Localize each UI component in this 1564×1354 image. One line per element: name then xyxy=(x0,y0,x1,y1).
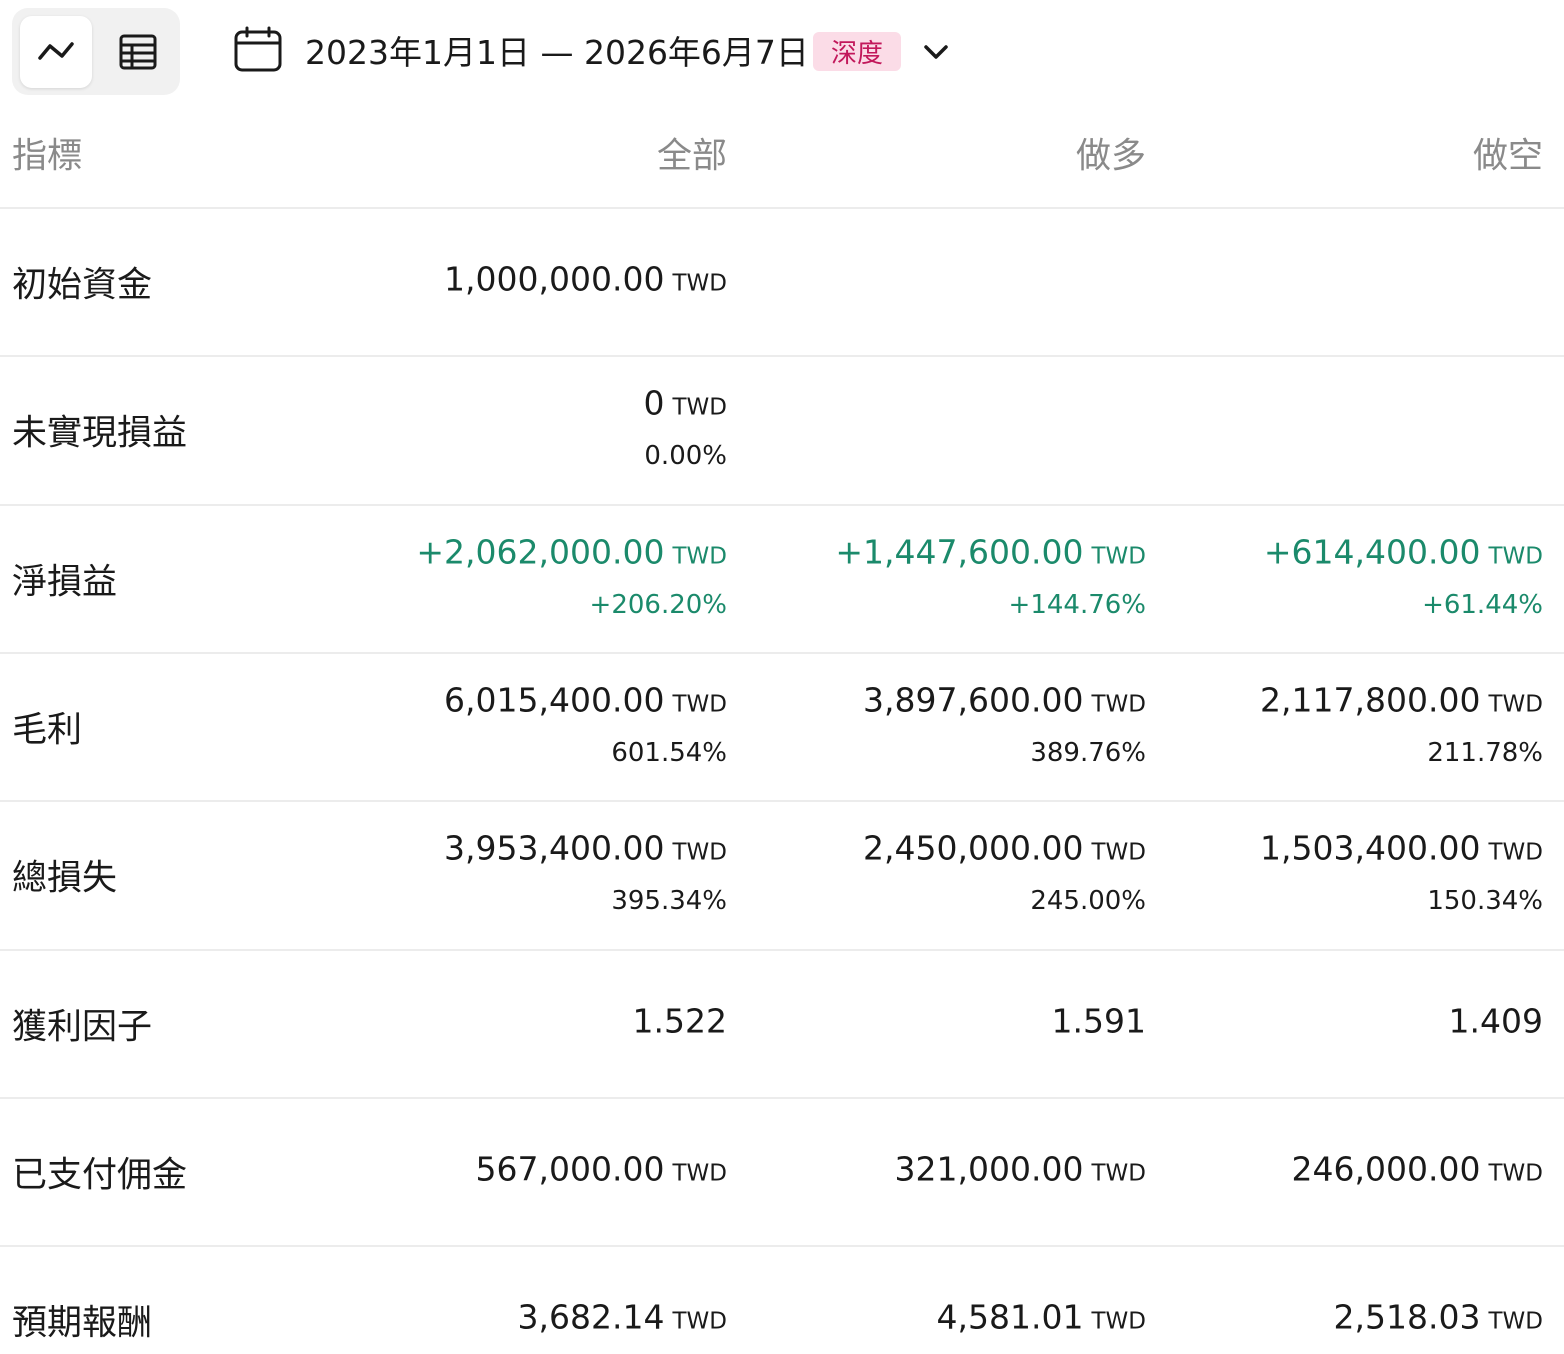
percent: 0.00% xyxy=(644,441,727,472)
depth-badge: 深度 xyxy=(813,32,901,71)
amount: 1,503,400.00 xyxy=(1260,828,1481,868)
amount: 4,581.01 xyxy=(936,1297,1084,1337)
amount-line: 1.522 xyxy=(633,1001,727,1040)
currency: TWD xyxy=(672,691,727,718)
currency: TWD xyxy=(1091,839,1146,866)
currency: TWD xyxy=(1091,1160,1146,1187)
currency: TWD xyxy=(1488,1160,1543,1187)
amount-line: 1,503,400.00 TWD xyxy=(1260,829,1543,868)
line-icon xyxy=(38,42,74,60)
currency: TWD xyxy=(1488,839,1543,866)
amount-line: 567,000.00 TWD xyxy=(476,1149,727,1188)
amount: 1.591 xyxy=(1051,1001,1146,1041)
currency: TWD xyxy=(1488,543,1543,570)
amount-line: 3,682.14 TWD xyxy=(518,1298,727,1337)
amount: 246,000.00 xyxy=(1291,1149,1481,1189)
amount: 1,000,000.00 xyxy=(444,259,665,299)
amount: 2,450,000.00 xyxy=(863,828,1084,868)
row-label: 未實現損益 xyxy=(12,413,188,454)
currency: TWD xyxy=(672,270,727,297)
row-divider xyxy=(0,1245,1564,1248)
amount: 2,117,800.00 xyxy=(1260,680,1481,720)
percent: +144.76% xyxy=(1008,589,1146,620)
column-header: 指標 xyxy=(12,136,83,177)
amount-line: 6,015,400.00 TWD xyxy=(444,681,727,720)
amount-line: 3,953,400.00 TWD xyxy=(444,829,727,868)
column-header: 全部 xyxy=(656,136,727,177)
row-label: 已支付佣金 xyxy=(12,1155,188,1196)
currency: TWD xyxy=(1091,691,1146,718)
amount: 3,682.14 xyxy=(517,1297,665,1337)
row-label: 總損失 xyxy=(12,858,118,899)
row-label: 初始資金 xyxy=(12,265,153,306)
percent: 211.78% xyxy=(1427,738,1543,769)
percent: 601.54% xyxy=(611,738,727,769)
currency: TWD xyxy=(672,1160,727,1187)
amount: 3,897,600.00 xyxy=(863,680,1084,720)
chart-view-button[interactable] xyxy=(20,16,92,88)
row-label: 淨損益 xyxy=(12,562,118,603)
amount: 321,000.00 xyxy=(894,1149,1084,1189)
row-label: 預期報酬 xyxy=(12,1303,153,1344)
amount-line: +1,447,600.00 TWD xyxy=(835,532,1146,571)
amount-line: 321,000.00 TWD xyxy=(895,1149,1146,1188)
percent: 389.76% xyxy=(1030,738,1146,769)
amount: 2,518.03 xyxy=(1333,1297,1481,1337)
dropdown-chevron[interactable] xyxy=(922,38,950,66)
amount: +2,062,000.00 xyxy=(416,532,665,572)
view-toggle xyxy=(12,8,180,95)
amount: +1,447,600.00 xyxy=(835,532,1084,572)
currency: TWD xyxy=(1488,691,1543,718)
amount-line: 3,897,600.00 TWD xyxy=(863,681,1146,720)
percent: 245.00% xyxy=(1030,886,1146,917)
header-divider xyxy=(0,207,1564,209)
percent: +206.20% xyxy=(589,589,727,620)
percent: 150.34% xyxy=(1427,886,1543,917)
calendar-icon[interactable] xyxy=(233,26,283,74)
amount: 1.409 xyxy=(1448,1001,1543,1041)
amount: 0 xyxy=(643,383,665,423)
amount-line: 1.591 xyxy=(1052,1001,1146,1040)
row-divider xyxy=(0,1096,1564,1099)
currency: TWD xyxy=(672,839,727,866)
column-header: 做多 xyxy=(1075,136,1146,177)
amount: 567,000.00 xyxy=(475,1149,665,1189)
amount: 1.522 xyxy=(632,1001,727,1041)
row-divider xyxy=(0,948,1564,951)
amount-line: 0 TWD xyxy=(643,384,727,423)
row-label: 毛利 xyxy=(12,710,83,751)
currency: TWD xyxy=(1091,543,1146,570)
row-label: 獲利因子 xyxy=(12,1007,153,1048)
date-range[interactable]: 2023年1月1日 — 2026年6月7日 xyxy=(305,33,809,72)
currency: TWD xyxy=(1488,1308,1543,1335)
table-icon xyxy=(119,34,157,70)
currency: TWD xyxy=(672,543,727,570)
currency: TWD xyxy=(672,394,727,421)
currency: TWD xyxy=(1091,1308,1146,1335)
amount: 6,015,400.00 xyxy=(444,680,665,720)
amount-line: +614,400.00 TWD xyxy=(1264,532,1543,571)
table-view-button[interactable] xyxy=(102,16,174,88)
currency: TWD xyxy=(672,1308,727,1335)
column-header: 做空 xyxy=(1472,136,1543,177)
percent: 395.34% xyxy=(611,886,727,917)
amount-line: 2,117,800.00 TWD xyxy=(1260,681,1543,720)
amount-line: 1,000,000.00 TWD xyxy=(444,260,727,299)
amount-line: +2,062,000.00 TWD xyxy=(416,532,727,571)
amount: 3,953,400.00 xyxy=(444,828,665,868)
amount-line: 4,581.01 TWD xyxy=(937,1298,1146,1337)
percent: +61.44% xyxy=(1422,589,1543,620)
amount-line: 2,450,000.00 TWD xyxy=(863,829,1146,868)
row-divider xyxy=(0,355,1564,358)
amount: +614,400.00 xyxy=(1263,532,1481,572)
amount-line: 2,518.03 TWD xyxy=(1334,1298,1543,1337)
row-divider xyxy=(0,800,1564,803)
amount-line: 246,000.00 TWD xyxy=(1292,1149,1543,1188)
amount-line: 1.409 xyxy=(1449,1001,1543,1040)
row-divider xyxy=(0,503,1564,506)
row-divider xyxy=(0,651,1564,654)
